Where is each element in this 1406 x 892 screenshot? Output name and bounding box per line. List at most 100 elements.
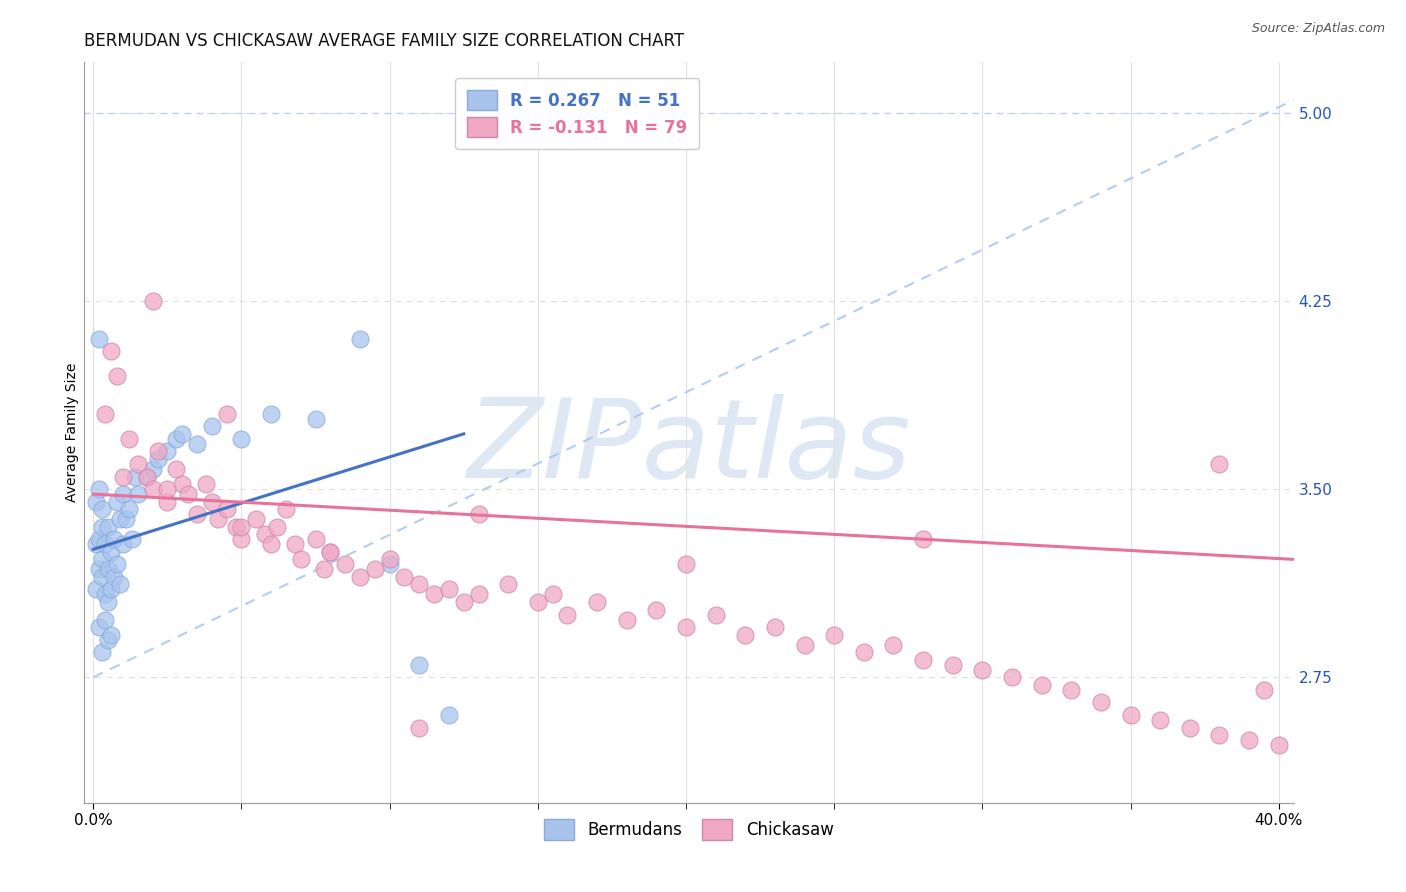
Point	[148, 452, 170, 467]
Point	[467, 587, 489, 601]
Point	[115, 512, 138, 526]
Point	[675, 558, 697, 572]
Point	[423, 587, 446, 601]
Point	[586, 595, 609, 609]
Point	[141, 482, 163, 496]
Point	[108, 577, 131, 591]
Point	[1237, 733, 1260, 747]
Point	[260, 407, 283, 421]
Point	[108, 512, 131, 526]
Point	[97, 595, 120, 609]
Point	[97, 520, 120, 534]
Point	[89, 533, 111, 547]
Point	[1060, 682, 1083, 697]
Point	[194, 477, 217, 491]
Point	[124, 469, 146, 483]
Point	[111, 469, 134, 483]
Point	[616, 613, 638, 627]
Legend: Bermudans, Chickasaw: Bermudans, Chickasaw	[537, 813, 841, 847]
Point	[111, 537, 134, 551]
Point	[100, 582, 122, 597]
Point	[437, 708, 460, 723]
Point	[127, 457, 149, 471]
Point	[215, 407, 238, 421]
Point	[94, 537, 117, 551]
Point	[1267, 738, 1289, 752]
Point	[201, 419, 224, 434]
Point	[793, 638, 815, 652]
Point	[852, 645, 875, 659]
Point	[141, 462, 163, 476]
Point	[1001, 670, 1024, 684]
Point	[319, 545, 342, 559]
Point	[100, 545, 122, 559]
Point	[290, 552, 312, 566]
Y-axis label: Average Family Size: Average Family Size	[65, 363, 79, 502]
Point	[266, 520, 288, 534]
Point	[100, 627, 122, 641]
Point	[141, 293, 163, 308]
Point	[274, 502, 297, 516]
Point	[177, 487, 200, 501]
Point	[156, 494, 179, 508]
Point	[156, 482, 179, 496]
Point	[89, 620, 111, 634]
Point	[186, 437, 208, 451]
Point	[467, 507, 489, 521]
Point	[127, 487, 149, 501]
Point	[675, 620, 697, 634]
Point	[84, 537, 107, 551]
Point	[105, 494, 128, 508]
Point	[186, 507, 208, 521]
Point	[165, 462, 187, 476]
Point	[103, 570, 125, 584]
Point	[231, 432, 253, 446]
Point	[304, 412, 326, 426]
Point	[1031, 678, 1053, 692]
Point	[91, 645, 114, 659]
Point	[91, 570, 114, 584]
Point	[437, 582, 460, 597]
Point	[496, 577, 519, 591]
Point	[408, 577, 430, 591]
Point	[94, 587, 117, 601]
Point	[394, 570, 416, 584]
Text: Source: ZipAtlas.com: Source: ZipAtlas.com	[1251, 22, 1385, 36]
Point	[111, 487, 134, 501]
Text: BERMUDAN VS CHICKASAW AVERAGE FAMILY SIZE CORRELATION CHART: BERMUDAN VS CHICKASAW AVERAGE FAMILY SIZ…	[84, 32, 685, 50]
Point	[118, 502, 141, 516]
Point	[314, 562, 336, 576]
Point	[118, 432, 141, 446]
Point	[94, 613, 117, 627]
Point	[207, 512, 229, 526]
Point	[89, 562, 111, 576]
Point	[1253, 682, 1275, 697]
Point	[105, 369, 128, 384]
Point	[912, 533, 935, 547]
Point	[364, 562, 387, 576]
Point	[1208, 728, 1230, 742]
Point	[304, 533, 326, 547]
Point	[349, 570, 371, 584]
Point	[408, 657, 430, 672]
Point	[100, 344, 122, 359]
Point	[91, 502, 114, 516]
Point	[172, 426, 194, 441]
Point	[254, 527, 277, 541]
Point	[942, 657, 965, 672]
Point	[349, 331, 371, 345]
Point	[378, 552, 401, 566]
Point	[1149, 713, 1171, 727]
Point	[245, 512, 267, 526]
Point	[1178, 721, 1201, 735]
Point	[156, 444, 179, 458]
Point	[103, 533, 125, 547]
Point	[121, 533, 143, 547]
Point	[231, 520, 253, 534]
Point	[527, 595, 550, 609]
Point	[172, 477, 194, 491]
Point	[763, 620, 786, 634]
Point	[91, 552, 114, 566]
Point	[1208, 457, 1230, 471]
Point	[645, 602, 668, 616]
